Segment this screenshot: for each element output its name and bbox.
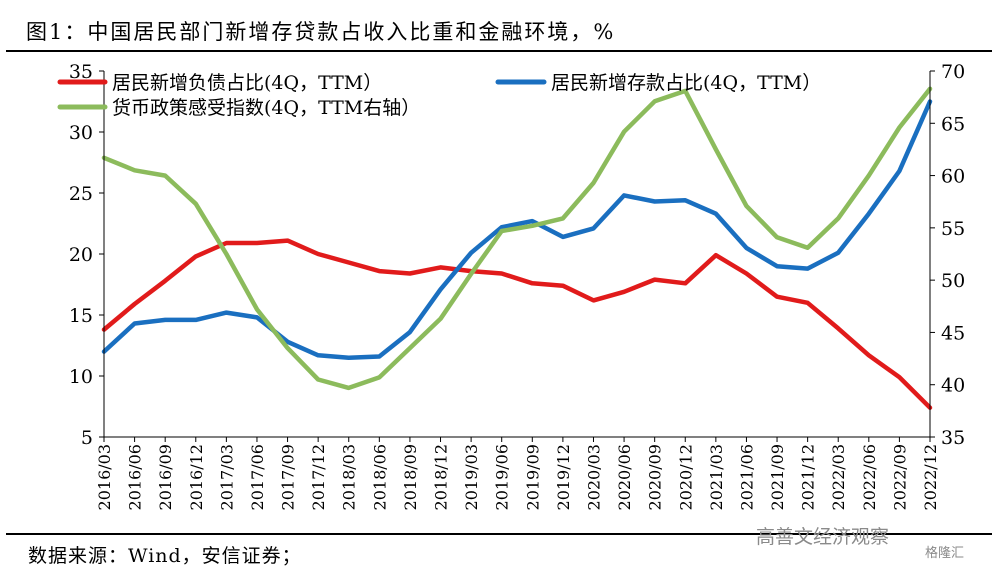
series-line-1 bbox=[101, 238, 933, 410]
left-axis-tick-label: 5 bbox=[81, 427, 93, 449]
x-axis-tick-label: 2019/03 bbox=[462, 444, 481, 510]
x-axis-tick-label: 2021/06 bbox=[737, 444, 756, 510]
source-note: 数据来源：Wind，安信证券； bbox=[28, 545, 302, 567]
x-axis-tick-label: 2019/09 bbox=[523, 444, 542, 510]
x-axis-tick-label: 2021/09 bbox=[768, 444, 787, 510]
x-axis-tick-label: 2017/06 bbox=[248, 444, 267, 510]
x-axis-tick-label: 2018/06 bbox=[370, 444, 389, 510]
left-axis-tick-label: 15 bbox=[69, 305, 93, 327]
right-axis-tick-label: 40 bbox=[941, 375, 965, 397]
x-axis-tick-label: 2019/06 bbox=[493, 444, 512, 510]
left-axis-tick-label: 30 bbox=[69, 122, 93, 144]
series-line-2 bbox=[101, 99, 933, 360]
chart-title: 图1：中国居民部门新增存贷款占收入比重和金融环境，% bbox=[26, 20, 616, 44]
x-axis-tick-label: 2022/09 bbox=[890, 444, 909, 510]
x-axis-tick-label: 2020/06 bbox=[615, 444, 634, 510]
x-axis-tick-label: 2017/12 bbox=[309, 444, 328, 510]
x-axis-tick-label: 2017/03 bbox=[217, 444, 236, 510]
top-rule bbox=[6, 50, 992, 52]
x-axis-tick-label: 2019/12 bbox=[554, 444, 573, 510]
x-axis-tick-label: 2018/09 bbox=[401, 444, 420, 510]
right-axis-tick-label: 50 bbox=[941, 270, 965, 292]
legend-label: 居民新增存款占比(4Q，TTM） bbox=[551, 72, 821, 94]
x-axis-tick-label: 2020/09 bbox=[646, 444, 665, 510]
x-axis-tick-label: 2021/12 bbox=[799, 444, 818, 510]
series-line-3 bbox=[101, 86, 933, 391]
x-axis-tick-label: 2022/12 bbox=[921, 444, 940, 510]
x-axis-tick-label: 2016/03 bbox=[95, 444, 114, 510]
x-axis-tick-label: 2018/12 bbox=[432, 444, 451, 510]
left-axis-tick-label: 25 bbox=[69, 183, 93, 205]
right-axis-tick-label: 60 bbox=[941, 166, 965, 188]
left-axis-tick-label: 35 bbox=[69, 61, 93, 83]
x-axis-tick-label: 2016/06 bbox=[126, 444, 145, 510]
right-axis-tick-label: 55 bbox=[941, 218, 965, 240]
x-axis-tick-label: 2018/03 bbox=[340, 444, 359, 510]
x-axis-tick-label: 2021/03 bbox=[707, 444, 726, 510]
right-axis-tick-label: 65 bbox=[941, 113, 965, 135]
left-axis-tick-label: 20 bbox=[69, 244, 93, 266]
watermark-text: 高善文经济观察 bbox=[756, 526, 890, 548]
x-axis-tick-label: 2016/09 bbox=[156, 444, 175, 510]
x-axis-tick-label: 2020/03 bbox=[584, 444, 603, 510]
x-axis-tick-label: 2020/12 bbox=[676, 444, 695, 510]
left-axis-tick-label: 10 bbox=[69, 366, 93, 388]
watermark-logo: 格隆汇 bbox=[925, 546, 965, 561]
legend-label: 货币政策感受指数(4Q，TTM右轴） bbox=[112, 97, 420, 119]
legend-label: 居民新增负债占比(4Q，TTM） bbox=[112, 72, 382, 94]
bottom-rule bbox=[6, 533, 992, 535]
x-axis-tick-label: 2022/06 bbox=[860, 444, 879, 510]
x-axis-tick-label: 2017/09 bbox=[279, 444, 298, 510]
right-axis-tick-label: 45 bbox=[941, 322, 965, 344]
x-axis-tick-label: 2022/03 bbox=[829, 444, 848, 510]
right-axis-tick-label: 70 bbox=[941, 61, 965, 83]
right-axis-tick-label: 35 bbox=[941, 427, 965, 449]
x-axis-tick-label: 2016/12 bbox=[187, 444, 206, 510]
